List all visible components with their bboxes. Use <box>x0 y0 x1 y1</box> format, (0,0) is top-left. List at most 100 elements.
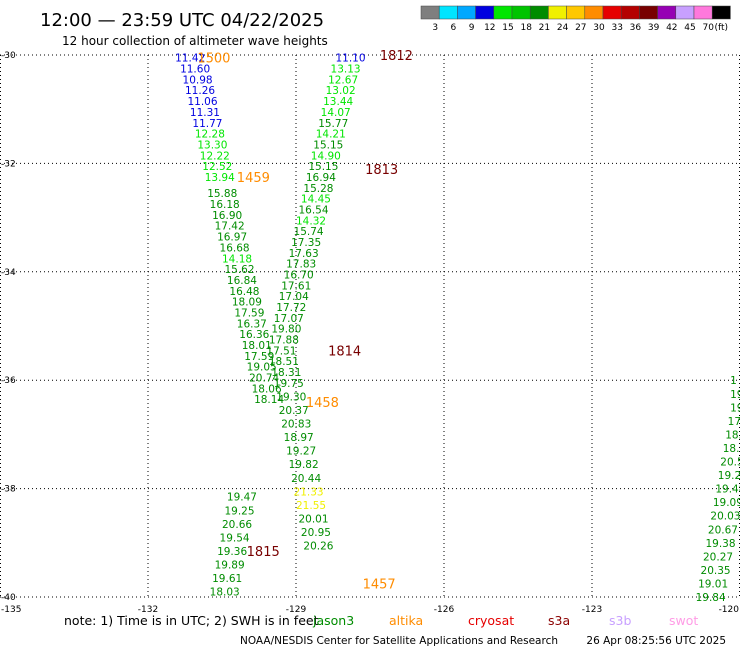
legend-label: 30 <box>593 23 605 33</box>
wave-height-label: 13.94 <box>205 172 235 184</box>
satellite-label: jason3 <box>312 613 354 628</box>
legend-label: 45 <box>684 23 695 33</box>
wave-height-label: 11.26 <box>185 85 215 97</box>
wave-height-label: 20.03 <box>710 511 740 523</box>
satellite-legend: jason3 altika cryosat s3a s3b swot <box>312 613 698 628</box>
wave-height-label: 19.09 <box>713 497 740 509</box>
wave-height-label: 13.30 <box>197 139 227 151</box>
wave-height-label: 11.06 <box>187 96 217 108</box>
grid <box>0 54 740 598</box>
wave-height-label: 20.74 <box>249 372 279 384</box>
time-label: 1812 <box>380 49 413 64</box>
legend-label: 27 <box>575 23 586 33</box>
wave-height-label: 18.06 <box>252 383 282 395</box>
wave-height-label: 15.74 <box>294 226 324 238</box>
legend-swatch <box>657 5 677 20</box>
wave-height-label: 1 <box>730 375 737 387</box>
wave-height-label: 17.4 <box>728 416 740 428</box>
x-tick-label: -132 <box>138 605 158 615</box>
wave-height-label: 19.75 <box>274 378 304 390</box>
wave-height-label: 16.37 <box>237 318 267 330</box>
wave-height-label: 16.94 <box>306 172 336 184</box>
time-label: 1457 <box>363 577 396 592</box>
legend-swatch <box>475 5 495 20</box>
wave-height-label: 15.77 <box>318 118 348 130</box>
chart-subtitle: 12 hour collection of altimeter wave hei… <box>62 34 328 48</box>
color-legend: 3 6 9 12 15 18 21 24 27 30 33 36 39 42 45 70 (ft) <box>420 5 731 33</box>
wave-height-label: 20.95 <box>301 527 331 539</box>
chart-title: 12:00 — 23:59 UTC 04/22/2025 <box>40 10 324 31</box>
legend-label: 24 <box>557 23 569 33</box>
legend-swatch <box>693 5 713 20</box>
wave-height-label: 20.01 <box>298 513 328 525</box>
y-tick-labels: -30 -32 -34 -36 -38 -40 <box>1 51 16 603</box>
wave-height-label: 19.47 <box>227 492 257 504</box>
wave-height-label: 17.51 <box>266 345 296 357</box>
legend-swatch <box>566 5 586 20</box>
wave-height-label: 20.66 <box>222 519 252 531</box>
wave-height-label: 14.32 <box>296 215 326 227</box>
wave-height-label: 19 <box>730 389 740 401</box>
legend-label: 70 <box>702 23 714 33</box>
legend-swatch <box>584 5 604 20</box>
legend-swatch <box>438 5 458 20</box>
wave-height-label: 16.97 <box>217 232 247 244</box>
wave-height-label: 14.21 <box>316 129 346 141</box>
wave-height-label: 20.83 <box>281 419 311 431</box>
wave-height-label: 11.42 <box>175 53 205 65</box>
legend-swatch <box>511 5 531 20</box>
wave-height-label: 19.36 <box>217 546 247 558</box>
wave-height-label: 11.10 <box>335 53 365 65</box>
wave-height-label: 18.03 <box>210 587 240 599</box>
wave-height-label: 19.54 <box>220 532 250 544</box>
legend-label: 42 <box>666 23 677 33</box>
wave-height-label: 17.07 <box>274 313 304 325</box>
legend-swatch <box>457 5 476 20</box>
wave-height-label: 13.13 <box>331 64 361 76</box>
wave-height-label: 20.35 <box>701 565 731 577</box>
legend-swatch <box>602 5 622 20</box>
wave-height-label: 15.88 <box>207 188 237 200</box>
wave-height-label: 20.26 <box>303 541 333 553</box>
wave-height-label: 18.51 <box>269 356 299 368</box>
wave-height-label: 17.61 <box>281 280 311 292</box>
wave-height-label: 16.70 <box>284 270 314 282</box>
wave-height-label: 17.59 <box>234 307 264 319</box>
wave-height-label: 16.90 <box>212 210 242 222</box>
satellite-label: s3b <box>609 613 631 628</box>
wave-height-label: 17.88 <box>269 335 299 347</box>
wave-height-label: 14.07 <box>321 107 351 119</box>
wave-height-label: 19.01 <box>698 578 728 590</box>
wave-height-label: 19.61 <box>212 573 242 585</box>
time-label: 1815 <box>247 545 280 560</box>
wave-height-label: 17.42 <box>215 221 245 233</box>
legend-label: 6 <box>451 23 457 33</box>
wave-height-label: 19.38 <box>705 538 735 550</box>
wave-height-label: 17.72 <box>276 302 306 314</box>
time-label: 1814 <box>328 344 361 359</box>
wave-height-label: 12.52 <box>202 161 232 173</box>
wave-height-label: 18.01 <box>242 340 272 352</box>
wave-height-label: 14.90 <box>311 150 341 162</box>
wave-height-label: 19.25 <box>718 470 740 482</box>
wave-height-label: 15.62 <box>224 264 254 276</box>
wave-height-label: 11.77 <box>192 118 222 130</box>
wave-height-label: 20.54 <box>720 457 740 469</box>
wave-height-label: 12.22 <box>200 150 230 162</box>
legend-label: 18 <box>520 23 532 33</box>
wave-height-label: 15.28 <box>303 183 333 195</box>
wave-height-label: 19.82 <box>289 459 319 471</box>
x-tick-label: -126 <box>434 605 455 615</box>
wave-height-label: 17.04 <box>279 291 309 303</box>
wave-height-label: 16.48 <box>229 286 259 298</box>
legend-label: 21 <box>539 23 550 33</box>
legend-swatch <box>620 5 640 20</box>
legend-swatch <box>675 5 695 20</box>
wave-height-label: 15.15 <box>313 139 343 151</box>
legend-label: 33 <box>611 23 622 33</box>
wave-height-label: 14.45 <box>301 194 331 206</box>
credit-text: NOAA/NESDIS Center for Satellite Applica… <box>240 635 558 647</box>
y-tick-label: -32 <box>1 159 16 169</box>
time-label: 1500 <box>197 52 230 67</box>
